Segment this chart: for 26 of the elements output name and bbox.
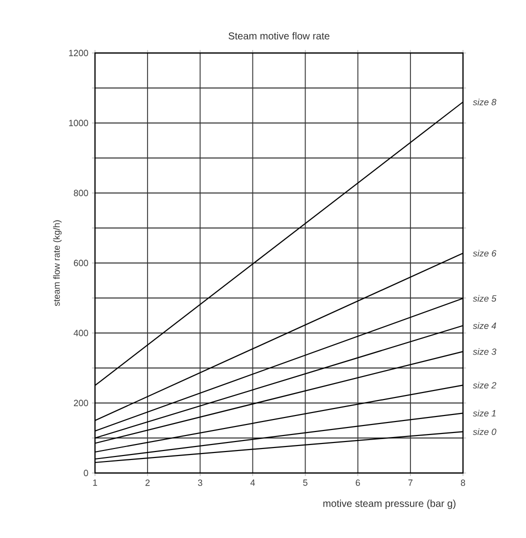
x-tick-label: 6 [356, 480, 360, 486]
series-label: size 0 [472, 428, 496, 436]
y-axis-title: steam flow rate (kg/h) [53, 220, 62, 306]
series-label: size 4 [472, 322, 496, 329]
x-tick-label: 7 [408, 480, 412, 486]
x-axis-title: motive steam pressure (bar g) [323, 500, 456, 509]
y-tick-label: 200 [74, 400, 88, 406]
y-tick-label: 1200 [69, 50, 88, 56]
x-tick-label: 2 [146, 480, 150, 486]
x-tick-label: 4 [250, 480, 255, 486]
series-label: size 2 [472, 382, 496, 388]
chart-title: Steam motive flow rate [228, 32, 330, 40]
legend-label: size 8 [472, 98, 496, 106]
y-tick-label: 0 [84, 470, 88, 476]
x-tick-label: 5 [303, 480, 308, 486]
series-label: size 6 [472, 250, 496, 257]
x-tick-label: 3 [198, 480, 202, 486]
x-tick-label: 8 [460, 480, 466, 486]
legend-label: size 1 [472, 410, 496, 416]
series-label: size 3 [472, 348, 496, 355]
x-tick-label: 1 [93, 480, 98, 486]
y-tick-label: 1000 [69, 120, 88, 126]
y-tick-label: 400 [74, 330, 88, 336]
y-tick-label: 600 [74, 260, 88, 266]
y-tick-label: 800 [74, 190, 88, 196]
legend-label: size 5 [472, 295, 496, 302]
